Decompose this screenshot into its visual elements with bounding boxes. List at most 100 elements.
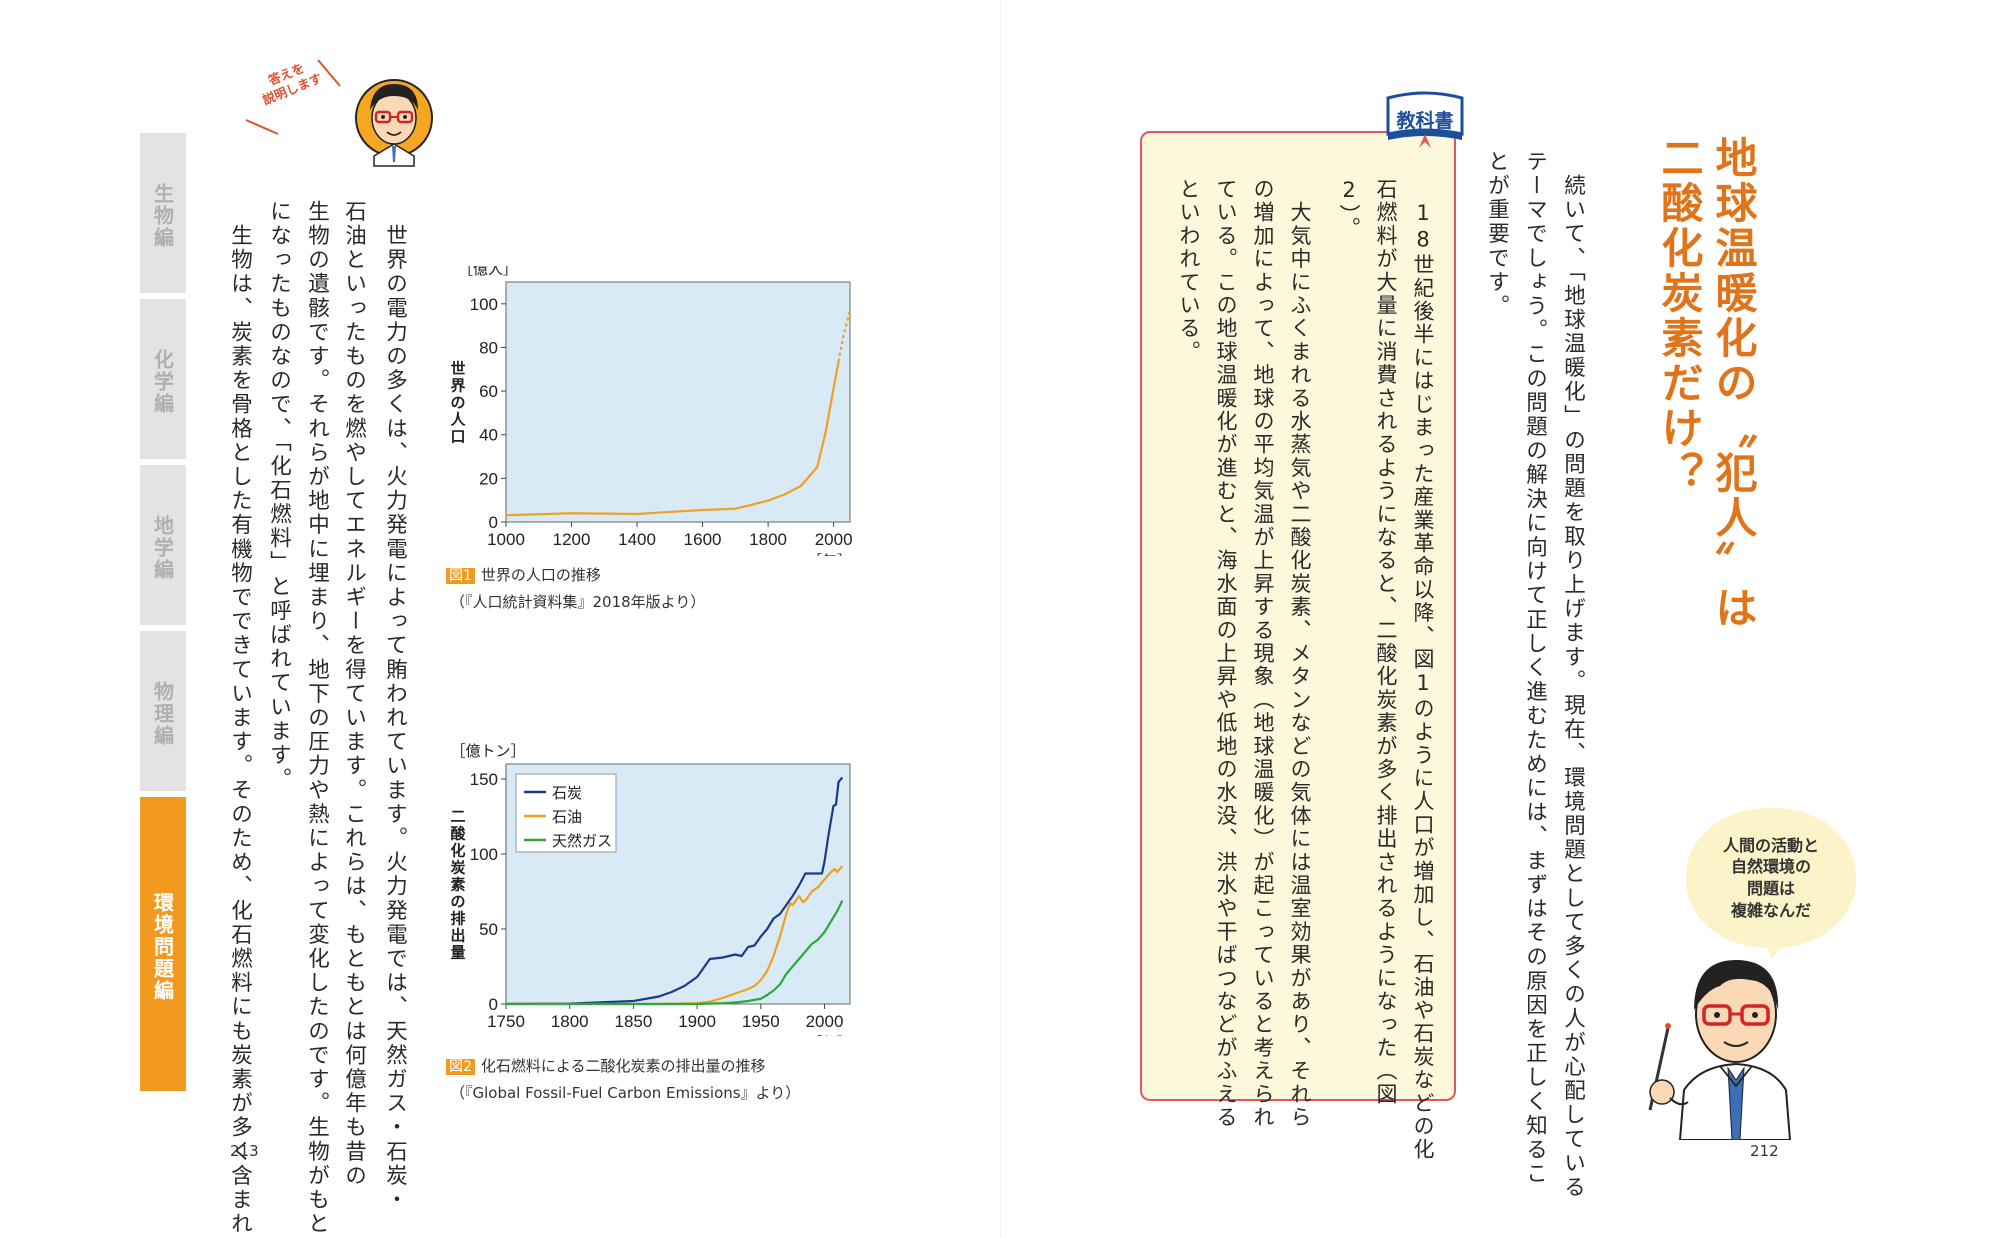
left-page-number: 213 [230,1142,259,1160]
y-unit-label: ［億人］ [458,266,518,278]
y-axis-label-char: 二 [450,809,465,826]
left-body-column-3: 生物の遺骸です。それらが地中に埋まり、地下の圧力や熱によって変化したのです。生物… [304,200,330,1237]
y-axis-label-char: 量 [450,945,465,962]
population-chart-svg: 0 20 40 60 80 100 1000 1200 1400 1600 1800 2000 ［億人］… [450,261,853,570]
figure1-label: 図1 [446,568,475,584]
y-tick-label: 80 [479,338,498,357]
left-body-column-2: 石油といったものを燃やしてエネルギーを得ています。これらは、もともとは何億年も昔… [341,200,367,1189]
y-axis-label-char: 排 [450,910,465,928]
figure1-source: （『人口統計資料集』2018年版より） [450,593,706,611]
x-tick-label: 2000 [815,530,853,549]
page-title-line-1: 地球温暖化の〝犯人〟は [1709,136,1758,631]
tab-physics[interactable]: 物理編 [140,631,186,791]
co2-emission-chart: 0 50 100 150 1750 1800 1850 1900 1950 2000 ［億トン］ ［年… [440,740,900,1052]
tab-biology[interactable]: 生物編 [140,133,186,293]
textbook-column-7: といわれている。 [1177,178,1201,364]
page-gutter [1000,0,1001,1238]
textbook-column-6: ている。この地球温暖化が進むと、海水面の上昇や低地の水没、洪水や干ばつなどがふえ… [1214,178,1238,1130]
book-icon [1386,91,1464,148]
textbook-column-5: の増加によって、地球の平均気温が上昇する現象（地球温暖化）が起こっていると考えら… [1251,178,1275,1130]
series-projection [837,308,852,362]
figure2-label: 図2 [446,1059,475,1075]
x-tick-label: 1950 [742,1012,780,1031]
tab-environment[interactable]: 環境問題編 [140,797,186,1091]
y-tick-label: 50 [479,920,498,939]
tab-chemistry[interactable]: 化学編 [140,299,186,459]
y-axis-label-char: 酸 [450,825,466,843]
speech-bubble: 人間の活動と 自然環境の 問題は 複雑なんだ [1686,808,1856,948]
legend-label: 石炭 [552,785,582,802]
speech-line-4: 複雑なんだ [1730,900,1811,920]
left-body-column-1: 世界の電力の多くは、火力発電によって賄われています。火力発電では、天然ガス・石炭… [382,200,408,1213]
x-tick-label: 1800 [551,1012,589,1031]
textbook-box [1140,131,1456,1101]
y-axis-label-char: 出 [450,927,465,945]
series-line-1 [505,361,840,517]
x-tick-label: 1000 [487,530,525,549]
y-axis-label: 世界の人口 [450,360,466,446]
y-tick-label: 60 [479,382,498,401]
figure1-caption: 図1 世界の人口の推移 （『人口統計資料集』2018年版より） [446,564,705,612]
speech-line-1: 人間の活動と [1722,835,1819,855]
left-body-column-5: 生物は、炭素を骨格とした有機物でできています。そのため、化石燃料にも炭素が多く含… [227,200,253,1237]
y-axis-label-char: 炭 [450,859,465,877]
x-tick-label: 1850 [614,1012,652,1031]
teacher-avatar-large [1640,940,1810,1140]
right-body-column-1: 続いて、「地球温暖化」の問題を取り上げます。現在、環境問題として多くの人が心配し… [1560,150,1586,1200]
textbook-column-3: 2）。 [1337,178,1361,241]
co2-emission-chart-svg: 0 50 100 150 1750 1800 1850 1900 1950 2000 ［億トン］ ［年… [450,743,852,1052]
badge-underline [242,58,342,148]
textbook-column-4: 大気中にふくまれる水蒸気や二酸化炭素、メタンなどの気体には温室効果があり、それら [1288,178,1312,1130]
y-tick-label: 150 [470,770,498,789]
x-unit-label: ［年］ [807,1035,852,1036]
right-body-column-2: テーマでしょう。この問題の解決に向けて正しく進むためには、まずはその原因を正しく… [1522,150,1548,1187]
right-body-column-3: とが重要です。 [1484,150,1510,319]
y-tick-label: 0 [489,513,498,532]
y-axis-label-char: の [450,894,465,911]
figure2-source: （『Global Fossil-Fuel Carbon Emissions』より… [450,1084,801,1102]
tab-label: 化学編 [150,349,175,415]
population-chart: 0 20 40 60 80 100 1000 1200 1400 1600 1800 2000 ［億人］… [440,261,900,570]
y-tick-label: 40 [479,426,498,445]
textbook-badge-label: 教科書 [1396,110,1454,132]
tab-label: 環境問題編 [150,892,175,1002]
tab-label: 物理編 [150,681,175,747]
y-tick-label: 0 [489,995,498,1014]
figure1-title: 世界の人口の推移 [480,566,601,584]
page-title-line-2: 二酸化炭素だけ？ [1655,136,1704,496]
y-axis-label-char: の [450,395,465,412]
left-body-column-4: になったものなので、「化石燃料」と呼ばれています。 [266,200,292,792]
y-axis-label-char: 世 [450,360,465,378]
x-unit-label: ［年］ [807,553,852,556]
textbook-badge: 教科書 [1384,90,1466,150]
textbook-column-2: 石燃料が大量に消費されるようになると、二酸化炭素が多く排出されるようになった（図 [1374,178,1398,1106]
series-line-3 [506,900,844,1006]
tab-label: 生物編 [150,183,175,249]
x-tick-label: 1750 [487,1012,525,1031]
speech-line-2: 自然環境の [1730,857,1811,877]
y-axis-label-char: 口 [450,429,465,446]
y-axis-label-char: 素 [450,876,465,894]
x-tick-label: 1900 [678,1012,716,1031]
figure2-title: 化石燃料による二酸化炭素の排出量の推移 [480,1057,766,1075]
y-axis-label-char: 化 [450,842,465,860]
textbook-column-1: 18世紀後半にはじまった産業革命以降、図1のように人口が増加し、石油や石炭などの… [1411,178,1435,1162]
x-tick-label: 1200 [553,530,591,549]
y-axis-label: 二酸化炭素の排出量 [450,809,466,962]
legend-label: 天然ガス [552,833,612,850]
x-tick-label: 1400 [618,530,656,549]
y-tick-label: 100 [470,845,498,864]
teacher-avatar-small [352,62,436,172]
x-tick-label: 1800 [749,530,787,549]
y-tick-label: 100 [470,295,498,314]
x-tick-label: 1600 [684,530,722,549]
y-axis-label-char: 界 [450,378,465,395]
tab-earth-science[interactable]: 地学編 [140,465,186,625]
y-tick-label: 20 [479,469,498,488]
x-tick-label: 2000 [806,1012,844,1031]
right-page-number: 212 [1750,1142,1779,1160]
speech-line-3: 問題は [1746,879,1795,898]
tab-label: 地学編 [150,515,175,581]
y-axis-label-char: 人 [450,412,466,429]
